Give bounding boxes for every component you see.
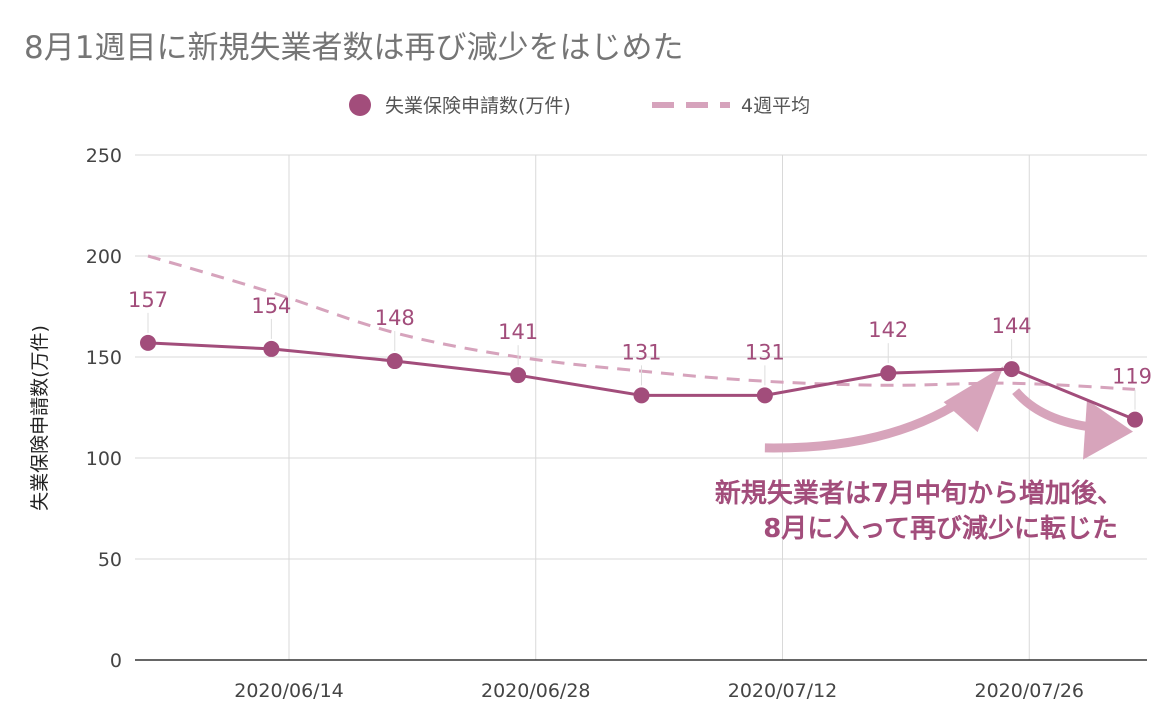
data-label: 141 — [498, 320, 538, 344]
legend: 失業保険申請数(万件) 4週平均 — [349, 94, 810, 117]
data-label: 119 — [1112, 365, 1152, 389]
legend-label-applications: 失業保険申請数(万件) — [385, 95, 571, 117]
data-label: 148 — [375, 306, 415, 330]
data-point — [510, 367, 527, 384]
y-tick-label: 250 — [86, 145, 122, 167]
data-label: 142 — [868, 318, 908, 342]
y-axis: 0 50 100 150 200 250 — [86, 145, 122, 672]
y-tick-label: 50 — [98, 549, 122, 571]
data-point — [1003, 361, 1020, 378]
arrow-increase-shaft — [764, 390, 975, 453]
data-point — [633, 387, 650, 404]
applications-series — [140, 334, 1143, 428]
legend-label-average: 4週平均 — [741, 95, 810, 117]
data-point — [1127, 411, 1143, 428]
data-point — [386, 353, 403, 370]
data-label: 131 — [745, 340, 785, 364]
y-axis-title: 失業保険申請数(万件) — [29, 325, 51, 511]
legend-marker-applications — [349, 94, 371, 116]
y-tick-label: 200 — [86, 246, 122, 268]
annotation-arrows — [764, 366, 1133, 460]
data-point — [880, 365, 897, 382]
grid — [135, 154, 1147, 660]
x-axis: 2020/06/14 2020/06/28 2020/07/12 2020/07/26 — [135, 659, 1147, 702]
data-point — [140, 334, 156, 351]
arrow-decrease-head — [1083, 399, 1133, 460]
annotation-line-1: 新規失業者は7月中旬から増加後、 — [715, 478, 1123, 509]
data-label: 144 — [992, 314, 1032, 338]
annotation: 新規失業者は7月中旬から増加後、 8月に入って再び減少に転じた — [715, 478, 1123, 544]
x-tick-label: 2020/07/26 — [974, 680, 1084, 702]
data-label: 154 — [251, 294, 291, 318]
chart-title: 8月1週目に新規失業者数は再び減少をはじめた — [24, 30, 683, 66]
arrow-decrease-shaft — [1012, 388, 1096, 433]
data-point — [263, 340, 280, 357]
y-tick-label: 150 — [86, 347, 122, 369]
annotation-line-2: 8月に入って再び減少に転じた — [763, 514, 1118, 544]
y-tick-label: 100 — [86, 448, 122, 470]
x-tick-label: 2020/07/12 — [728, 680, 838, 702]
data-point — [756, 387, 773, 404]
y-tick-label: 0 — [110, 650, 122, 672]
data-labels: 157 154 148 141 131 131 142 144 119 — [128, 288, 1152, 410]
x-tick-label: 2020/06/14 — [234, 680, 344, 702]
x-tick-label: 2020/06/28 — [481, 680, 591, 702]
arrow-increase-head — [943, 366, 1004, 433]
data-label: 131 — [621, 340, 661, 364]
data-label: 157 — [128, 288, 168, 312]
